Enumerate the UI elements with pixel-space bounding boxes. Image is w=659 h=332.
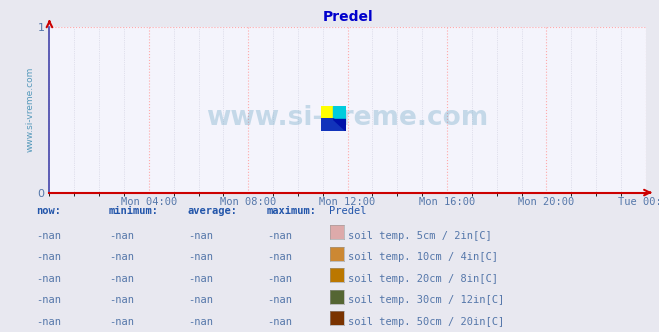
Text: -nan: -nan — [267, 252, 292, 262]
Text: -nan: -nan — [109, 295, 134, 305]
Text: soil temp. 30cm / 12in[C]: soil temp. 30cm / 12in[C] — [348, 295, 504, 305]
Text: -nan: -nan — [36, 231, 61, 241]
Polygon shape — [333, 119, 346, 131]
Text: -nan: -nan — [36, 252, 61, 262]
Text: -nan: -nan — [188, 317, 213, 327]
Text: -nan: -nan — [109, 274, 134, 284]
Text: -nan: -nan — [36, 317, 61, 327]
Text: soil temp. 20cm / 8in[C]: soil temp. 20cm / 8in[C] — [348, 274, 498, 284]
Text: -nan: -nan — [36, 295, 61, 305]
Text: -nan: -nan — [109, 252, 134, 262]
Polygon shape — [321, 106, 333, 119]
Text: -nan: -nan — [188, 231, 213, 241]
Text: -nan: -nan — [36, 274, 61, 284]
Text: www.si-vreme.com: www.si-vreme.com — [206, 105, 489, 131]
Polygon shape — [333, 106, 346, 119]
Text: soil temp. 10cm / 4in[C]: soil temp. 10cm / 4in[C] — [348, 252, 498, 262]
Text: minimum:: minimum: — [109, 206, 159, 216]
Text: now:: now: — [36, 206, 61, 216]
Text: -nan: -nan — [188, 295, 213, 305]
Text: -nan: -nan — [267, 295, 292, 305]
Text: average:: average: — [188, 206, 238, 216]
Text: -nan: -nan — [109, 231, 134, 241]
Text: -nan: -nan — [188, 252, 213, 262]
Title: Predel: Predel — [322, 10, 373, 24]
Text: soil temp. 5cm / 2in[C]: soil temp. 5cm / 2in[C] — [348, 231, 492, 241]
Text: -nan: -nan — [109, 317, 134, 327]
Text: -nan: -nan — [267, 317, 292, 327]
Polygon shape — [321, 119, 346, 131]
Text: -nan: -nan — [188, 274, 213, 284]
Text: -nan: -nan — [267, 231, 292, 241]
Text: -nan: -nan — [267, 274, 292, 284]
Y-axis label: www.si-vreme.com: www.si-vreme.com — [26, 67, 35, 152]
Text: maximum:: maximum: — [267, 206, 317, 216]
Text: Predel: Predel — [330, 206, 367, 216]
Text: soil temp. 50cm / 20in[C]: soil temp. 50cm / 20in[C] — [348, 317, 504, 327]
